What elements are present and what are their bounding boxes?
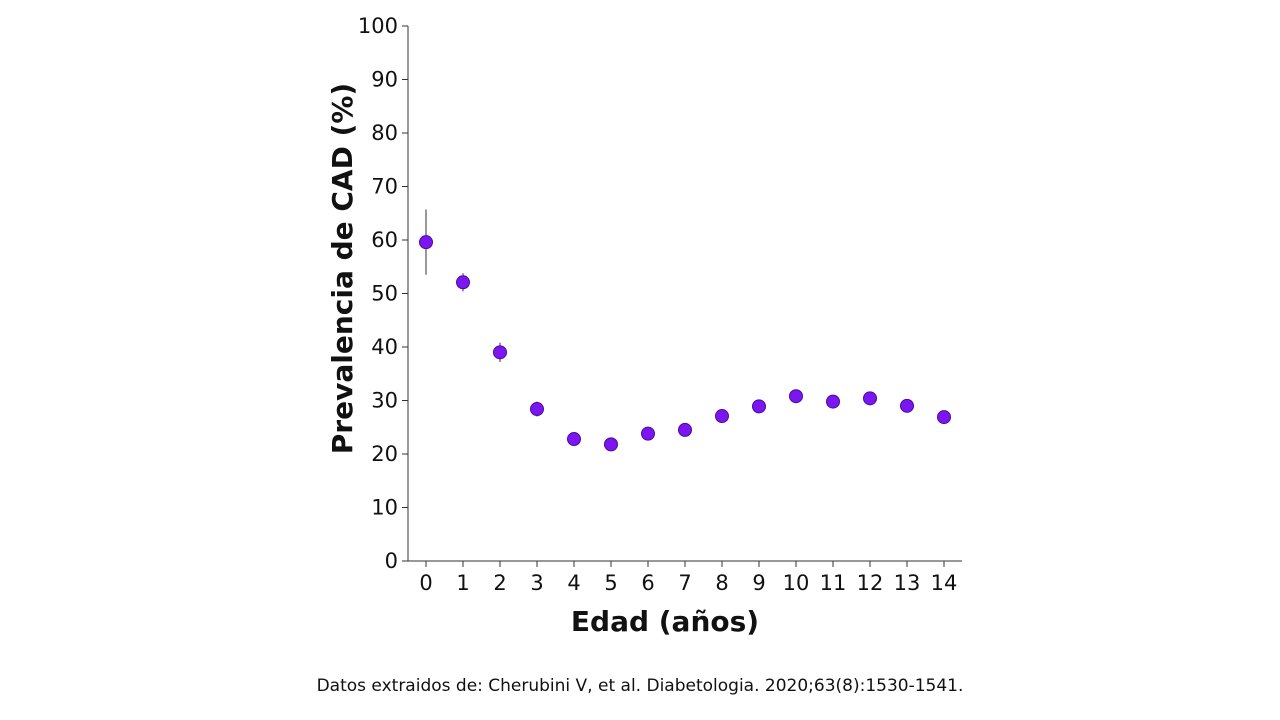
x-tick-label: 3 [530, 571, 543, 595]
y-tick-label: 30 [371, 389, 398, 413]
data-point [863, 391, 877, 406]
y-axis-title: Prevalencia de CAD (%) [326, 83, 359, 454]
y-tick-label: 50 [371, 282, 398, 306]
data-point [715, 409, 729, 424]
data-point [456, 275, 470, 290]
x-tick-label: 9 [752, 571, 765, 595]
data-point [678, 422, 692, 437]
data-point [567, 432, 581, 447]
x-tick-label: 0 [419, 571, 432, 595]
x-tick-label: 1 [456, 571, 469, 595]
data-point [900, 398, 914, 413]
data-point [789, 389, 803, 404]
x-tick-label: 2 [493, 571, 506, 595]
x-tick-label: 5 [604, 571, 617, 595]
x-tick-label: 10 [783, 571, 810, 595]
data-point [826, 394, 840, 409]
y-tick-label: 80 [371, 121, 398, 145]
y-tick-label: 40 [371, 335, 398, 359]
source-note: Datos extraidos de: Cherubini V, et al. … [316, 676, 964, 696]
y-tick-label: 70 [371, 175, 398, 199]
data-point [493, 345, 507, 360]
y-tick-label: 100 [358, 14, 398, 38]
x-tick-label: 6 [641, 571, 654, 595]
data-point [604, 437, 618, 452]
x-tick-label: 13 [894, 571, 921, 595]
x-tick-label: 7 [678, 571, 691, 595]
x-tick-label: 14 [931, 571, 958, 595]
x-tick-label: 4 [567, 571, 580, 595]
x-axis-title: Edad (años) [571, 605, 759, 638]
x-tick-label: 12 [857, 571, 884, 595]
data-point [530, 402, 544, 417]
x-tick-label: 11 [820, 571, 847, 595]
y-tick-label: 20 [371, 442, 398, 466]
x-tick-label: 8 [715, 571, 728, 595]
data-point [937, 410, 951, 425]
data-point [419, 235, 433, 250]
data-point [641, 426, 655, 441]
y-tick-label: 0 [385, 549, 398, 573]
y-tick-label: 90 [371, 68, 398, 92]
y-tick-label: 60 [371, 228, 398, 252]
data-point [752, 399, 766, 414]
y-tick-label: 10 [371, 496, 398, 520]
